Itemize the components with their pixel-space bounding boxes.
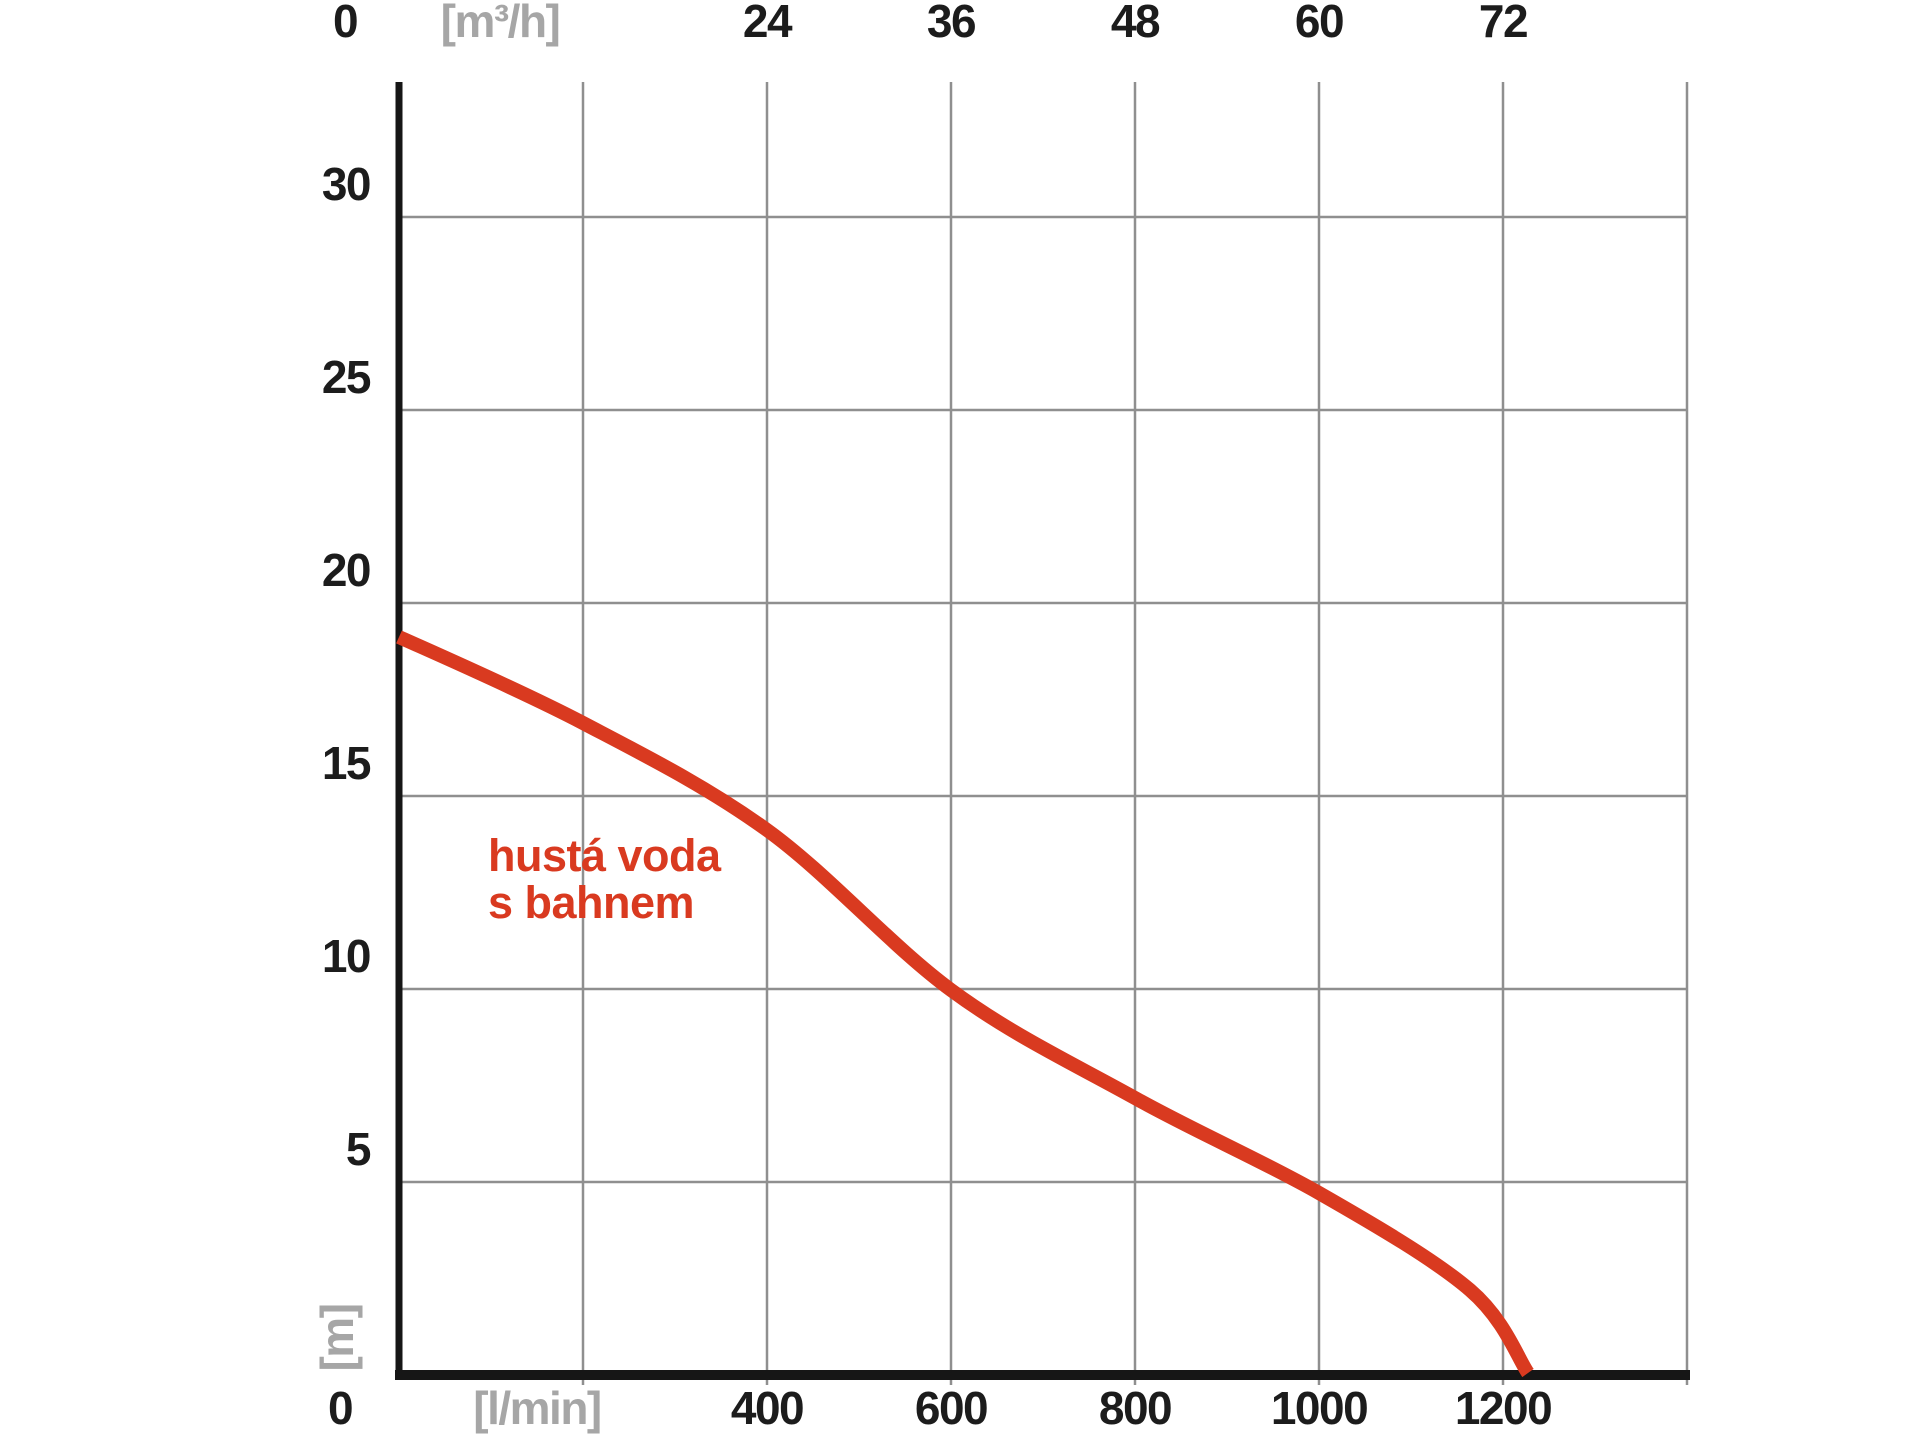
curve-annotation-line2: s bahnem [488,877,695,928]
pump-curve [396,630,1534,1378]
left-axis-tick: 10 [321,930,372,982]
bottom-axis-unit-label: [l/min] [473,1382,602,1434]
bottom-axis-tick: 1200 [1454,1382,1553,1434]
axes [395,82,1690,1380]
top-axis-tick: 72 [1478,0,1529,47]
left-axis-tick: 30 [321,158,372,210]
left-axis-tick: 20 [321,544,372,596]
left-axis-unit-label: [m] [311,1304,363,1372]
bottom-axis-tick: 1000 [1270,1382,1369,1434]
grid [399,82,1689,1385]
bottom-axis-zero-label: 0 [327,1382,354,1434]
bottom-axis-tick: 800 [1098,1382,1173,1434]
top-axis-tick: 24 [742,0,793,47]
left-axis-tick: 15 [321,737,372,789]
curve-annotation: hustá voda s bahnem [488,832,721,926]
bottom-axis-tick: 400 [730,1382,805,1434]
left-axis-tick: 25 [321,351,372,403]
curve-annotation-line1: hustá voda [488,830,721,881]
left-axis-tick: 5 [345,1123,372,1175]
bottom-axis-tick: 600 [914,1382,989,1434]
top-axis-tick: 60 [1294,0,1345,47]
top-axis-tick: 36 [926,0,977,47]
top-axis-zero-label: 0 [332,0,359,47]
top-axis-unit-label: [m³/h] [440,0,561,47]
top-axis-tick: 48 [1110,0,1161,47]
